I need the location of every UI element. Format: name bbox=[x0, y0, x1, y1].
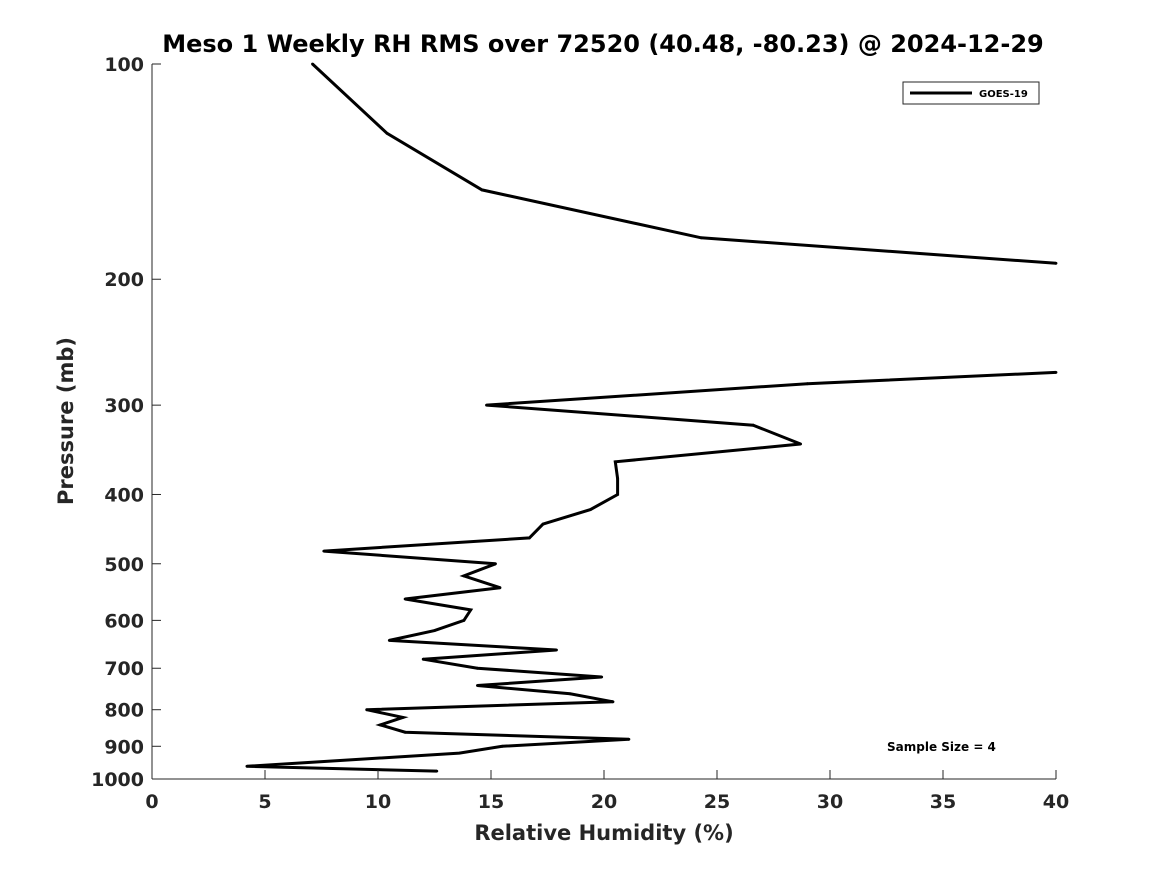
x-tick-label: 40 bbox=[1043, 791, 1069, 813]
data-point bbox=[401, 716, 405, 719]
y-tick-label: 300 bbox=[104, 395, 144, 417]
x-tick-label: 30 bbox=[817, 791, 843, 813]
data-point bbox=[469, 608, 473, 612]
data-layer bbox=[245, 62, 1058, 773]
data-point bbox=[589, 508, 592, 511]
sample-size-annotation: Sample Size = 4 bbox=[887, 740, 996, 754]
x-tick-label: 0 bbox=[145, 791, 158, 813]
data-point bbox=[1054, 371, 1058, 374]
x-axis-ticks: 0 5 10 15 20 25 30 35 40 bbox=[145, 770, 1069, 813]
x-tick-label: 25 bbox=[704, 791, 730, 813]
y-tick-label: 700 bbox=[104, 658, 144, 680]
y-tick-label: 200 bbox=[104, 269, 144, 291]
x-tick-label: 15 bbox=[478, 791, 504, 813]
data-point bbox=[498, 586, 502, 590]
data-point bbox=[627, 737, 631, 741]
x-tick-label: 20 bbox=[591, 791, 617, 813]
data-point bbox=[311, 62, 314, 66]
data-point bbox=[433, 629, 436, 632]
y-tick-label: 100 bbox=[104, 54, 144, 76]
data-point bbox=[568, 692, 572, 696]
data-point bbox=[385, 131, 389, 135]
data-point bbox=[365, 708, 369, 712]
data-point bbox=[458, 751, 461, 755]
series-line-goes-19 bbox=[246, 370, 1057, 773]
data-point bbox=[600, 675, 604, 679]
y-tick-label: 1000 bbox=[91, 769, 144, 791]
data-point bbox=[485, 403, 488, 407]
data-point bbox=[751, 423, 755, 427]
data-point bbox=[421, 657, 425, 661]
data-point bbox=[476, 684, 479, 687]
data-point bbox=[435, 769, 439, 773]
data-point bbox=[541, 522, 545, 526]
data-point bbox=[378, 723, 382, 727]
data-point bbox=[528, 536, 531, 540]
data-point bbox=[245, 764, 249, 768]
chart-title: Meso 1 Weekly RH RMS over 72520 (40.48, … bbox=[162, 30, 1044, 58]
data-point bbox=[494, 562, 497, 566]
data-point bbox=[462, 574, 466, 578]
x-tick-label: 5 bbox=[258, 791, 271, 813]
y-tick-label: 900 bbox=[104, 736, 144, 758]
x-tick-label: 10 bbox=[365, 791, 391, 813]
x-axis-label: Relative Humidity (%) bbox=[474, 821, 733, 845]
y-axis-label: Pressure (mb) bbox=[54, 337, 78, 505]
data-point bbox=[480, 188, 484, 192]
data-point bbox=[616, 477, 619, 480]
y-axis-ticks: 100 200 300 400 500 600 700 800 900 1000 bbox=[91, 54, 161, 791]
y-tick-label: 500 bbox=[104, 554, 144, 576]
legend-entry-goes-19: GOES-19 bbox=[979, 89, 1028, 100]
data-point bbox=[476, 666, 479, 670]
data-point bbox=[1054, 261, 1058, 265]
data-point bbox=[500, 744, 504, 748]
data-point bbox=[462, 619, 466, 622]
x-tick-label: 35 bbox=[930, 791, 956, 813]
data-point bbox=[699, 236, 703, 240]
y-tick-label: 600 bbox=[104, 610, 144, 632]
data-point bbox=[799, 442, 802, 446]
data-point bbox=[616, 493, 619, 496]
data-point bbox=[403, 597, 407, 601]
data-point bbox=[613, 460, 617, 464]
data-point bbox=[403, 730, 407, 734]
y-tick-label: 800 bbox=[104, 700, 144, 722]
data-point bbox=[322, 549, 326, 553]
legend: GOES-19 bbox=[902, 81, 1040, 105]
y-tick-label: 400 bbox=[104, 484, 144, 506]
data-point bbox=[806, 382, 809, 386]
data-point bbox=[387, 639, 391, 642]
data-point bbox=[611, 700, 615, 704]
data-point bbox=[555, 648, 558, 652]
plot-area bbox=[152, 64, 1056, 779]
